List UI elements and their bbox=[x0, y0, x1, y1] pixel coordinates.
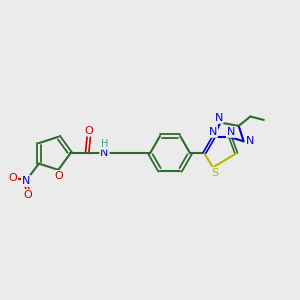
Text: H: H bbox=[101, 139, 108, 149]
Text: N: N bbox=[214, 113, 223, 123]
Text: O: O bbox=[55, 171, 63, 181]
Text: O: O bbox=[23, 190, 32, 200]
Text: S: S bbox=[211, 168, 218, 178]
Text: N: N bbox=[245, 136, 254, 146]
Text: N: N bbox=[100, 148, 109, 158]
Text: N: N bbox=[22, 176, 30, 186]
Text: O: O bbox=[84, 126, 93, 136]
Text: N: N bbox=[209, 127, 217, 137]
Text: N: N bbox=[227, 127, 235, 137]
Text: O: O bbox=[8, 172, 17, 183]
